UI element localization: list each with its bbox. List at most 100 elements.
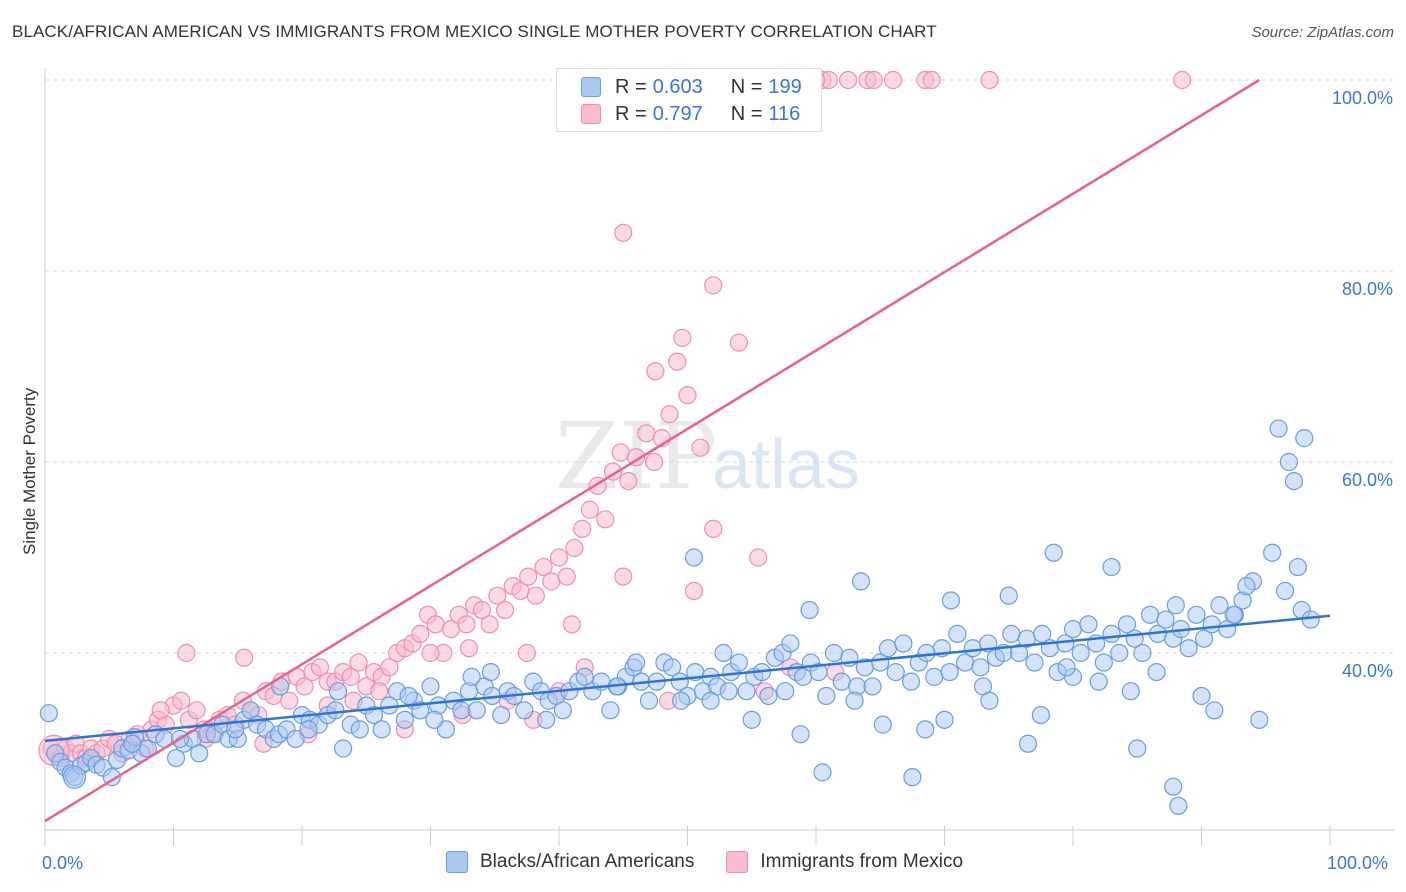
point-blacks <box>701 691 720 710</box>
point-blacks <box>626 653 646 672</box>
series-legend: Blacks/African Americans Immigrants from… <box>446 851 995 873</box>
point-blacks <box>886 662 905 682</box>
point-blacks <box>190 744 209 763</box>
point-immigrants-from-mexico <box>534 557 553 577</box>
point-immigrants-from-mexico <box>646 362 665 381</box>
point-blacks <box>1179 639 1198 658</box>
point-blacks <box>425 710 444 729</box>
point-immigrants-from-mexico <box>295 677 314 696</box>
point-immigrants-from-mexico <box>562 615 581 634</box>
x-tick-label-max: 100.0% <box>1327 853 1388 873</box>
point-immigrants-from-mexico <box>426 615 445 634</box>
point-blacks <box>1263 543 1282 562</box>
legend-label-blacks: Blacks/African Americans <box>480 851 695 872</box>
source-label: Source: ZipAtlas.com <box>1251 24 1394 41</box>
point-blacks <box>334 739 353 758</box>
legend-label-mexico: Immigrants from Mexico <box>760 851 964 872</box>
point-blacks <box>399 686 418 706</box>
point-blacks <box>1269 419 1288 438</box>
point-blacks <box>601 701 620 720</box>
legend-item-mexico: Immigrants from Mexico <box>726 851 963 873</box>
point-immigrants-from-mexico <box>611 443 630 462</box>
y-axis-title: Single Mother Poverty <box>20 387 39 555</box>
n-value: 116 <box>768 102 801 125</box>
n-value: 199 <box>768 75 802 98</box>
point-immigrants-from-mexico <box>421 643 440 663</box>
point-blacks <box>62 765 87 789</box>
r-label: R = <box>615 75 647 98</box>
point-blacks <box>940 662 959 682</box>
point-blacks <box>1094 653 1113 672</box>
blue-swatch <box>446 851 468 873</box>
point-blacks <box>1057 658 1076 677</box>
pink-swatch <box>581 104 601 124</box>
y-tick-label-60: 60.0% <box>1342 470 1393 490</box>
point-blacks <box>326 701 345 720</box>
point-blacks <box>1025 653 1044 672</box>
point-blacks <box>1044 543 1063 562</box>
point-blacks <box>684 548 704 567</box>
point-blacks <box>1284 472 1304 491</box>
point-immigrants-from-mexico <box>614 223 633 242</box>
point-blacks <box>1169 796 1188 815</box>
point-immigrants-from-mexico <box>1173 70 1192 90</box>
point-blacks <box>537 710 556 729</box>
point-blacks <box>1164 777 1183 796</box>
point-blacks <box>917 643 936 663</box>
point-blacks <box>817 686 836 706</box>
point-blacks <box>1288 557 1307 577</box>
point-blacks <box>639 691 659 710</box>
point-blacks <box>1224 605 1243 624</box>
point-blacks <box>102 768 121 787</box>
point-blacks <box>123 734 142 753</box>
r-value: 0.603 <box>652 75 703 98</box>
r-label: R = <box>615 102 647 125</box>
point-immigrants-from-mexico <box>472 600 491 620</box>
point-blacks <box>452 701 471 720</box>
point-blacks <box>39 704 58 723</box>
point-blacks <box>575 667 594 686</box>
point-blacks <box>1275 581 1295 601</box>
point-blacks <box>903 768 922 787</box>
axes <box>44 68 1395 846</box>
point-blacks <box>1295 429 1314 448</box>
trend-line-blacks <box>44 614 1331 743</box>
point-blacks <box>1117 615 1137 634</box>
point-immigrants-from-mexico <box>704 276 723 295</box>
point-blacks <box>894 634 913 653</box>
point-blacks <box>714 643 733 663</box>
point-immigrants-from-mexico <box>172 691 191 710</box>
point-blacks <box>1187 605 1206 624</box>
point-blacks <box>873 715 892 734</box>
point-immigrants-from-mexico <box>637 424 656 443</box>
point-blacks <box>824 643 844 663</box>
point-blacks <box>813 763 832 782</box>
point-blacks <box>845 691 864 710</box>
point-blacks <box>1018 734 1038 753</box>
n-label: N = <box>730 102 763 125</box>
y-tick-label-40: 40.0% <box>1342 661 1393 681</box>
point-immigrants-from-mexico <box>370 682 389 701</box>
point-immigrants-from-mexico <box>495 600 515 620</box>
point-immigrants-from-mexico <box>864 70 883 90</box>
point-blacks <box>226 720 245 739</box>
legend-row-blacks: R = 0.603 N = 199 <box>581 74 802 100</box>
point-immigrants-from-mexico <box>749 548 768 567</box>
point-blacks <box>1237 577 1256 596</box>
point-blacks <box>671 691 691 710</box>
grid-lines <box>45 79 1395 654</box>
point-immigrants-from-mexico <box>380 658 399 677</box>
trend-line-immigrants-from-mexico <box>44 78 1260 823</box>
point-immigrants-from-mexico <box>341 667 360 686</box>
series-blacks-points <box>39 419 1320 815</box>
point-blacks <box>925 667 944 686</box>
point-blacks <box>999 586 1018 605</box>
point-blacks <box>863 677 882 696</box>
point-blacks <box>941 591 961 610</box>
point-blacks <box>916 720 935 739</box>
point-immigrants-from-mexico <box>644 452 664 472</box>
point-blacks <box>1102 557 1121 577</box>
point-blacks <box>729 653 749 672</box>
point-immigrants-from-mexico <box>151 701 170 720</box>
